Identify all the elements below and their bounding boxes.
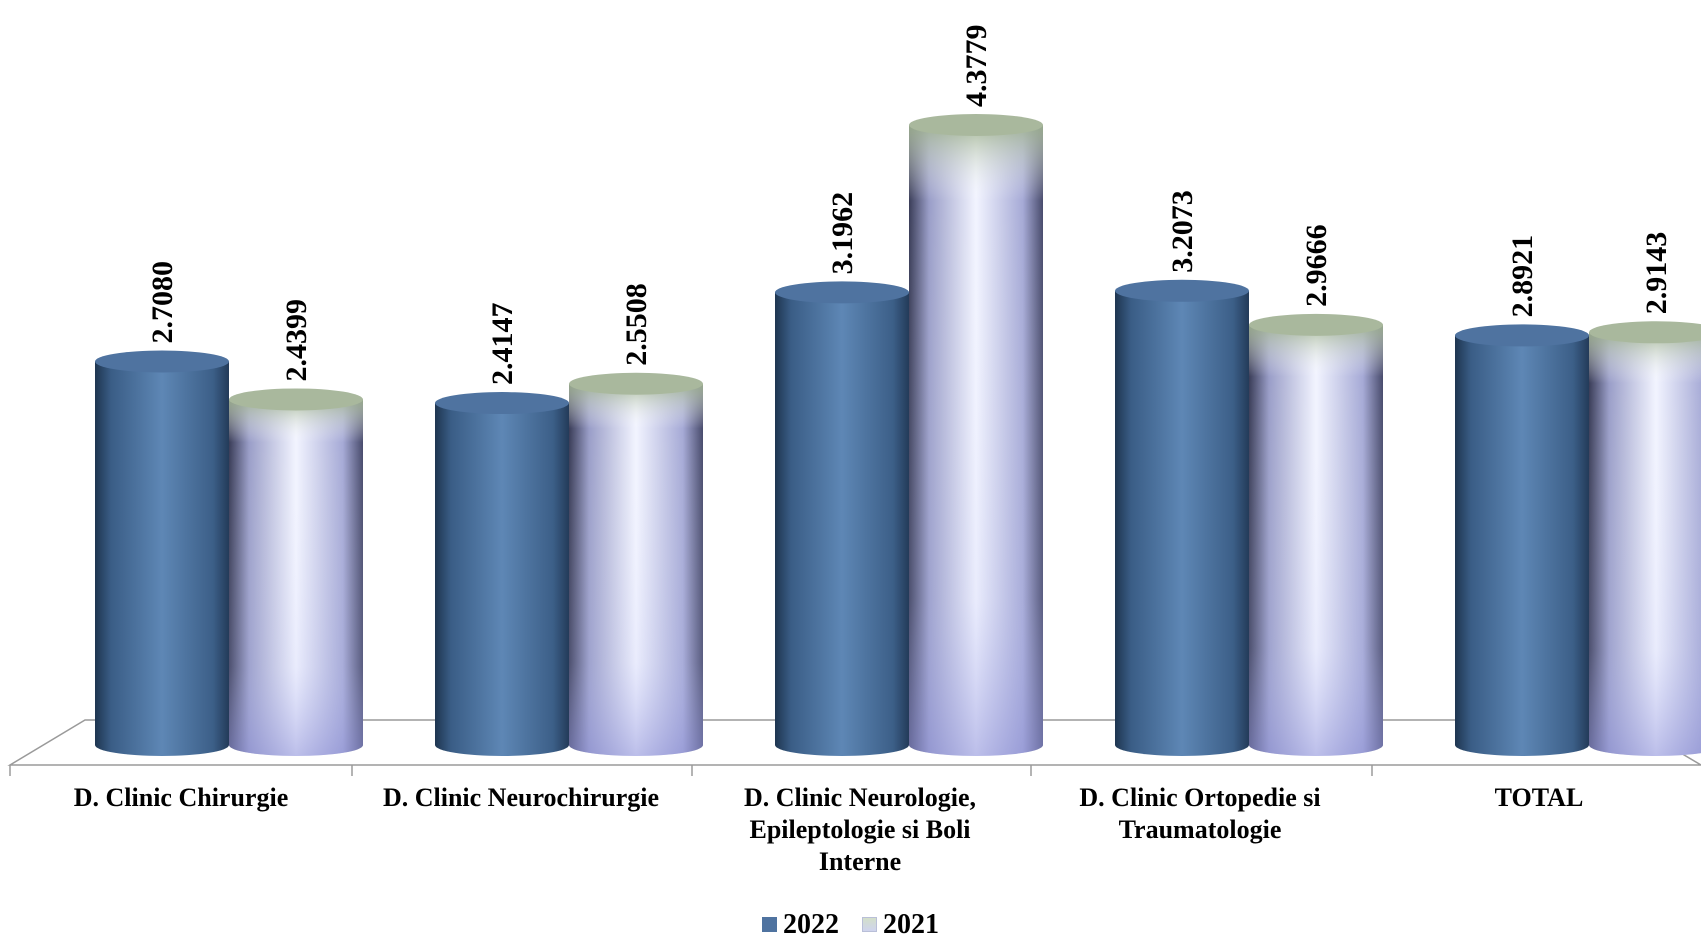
bar-2022-0 xyxy=(95,350,229,756)
bar-2022-2 xyxy=(775,281,909,756)
bar-top xyxy=(775,281,909,304)
bar-2022-1 xyxy=(435,392,569,756)
category-label-neurologie: D. Clinic Neurologie, Epileptologie si B… xyxy=(743,783,977,876)
legend-item-2021: 2021 xyxy=(862,910,939,940)
bar-shade xyxy=(569,383,703,756)
bar-2021-4 xyxy=(1589,321,1701,756)
bar-top xyxy=(229,388,363,411)
bar-top xyxy=(1455,324,1589,347)
bar-2021-3 xyxy=(1249,313,1383,756)
bar-shade xyxy=(1589,332,1701,756)
legend: 2022 2021 xyxy=(0,910,1701,940)
data-labels: 2.7080 2.4399 2.4147 2.5508 3.1962 4.3779 3.20… xyxy=(146,25,1673,386)
bar-shade xyxy=(1249,324,1383,756)
legend-swatch-2022 xyxy=(762,917,777,933)
bar-2022-3 xyxy=(1115,279,1249,756)
x-axis-ticks xyxy=(9,765,1373,776)
bar-body xyxy=(1455,335,1589,756)
bar-top xyxy=(435,392,569,415)
bar-shade xyxy=(229,399,363,756)
category-label-total: TOTAL xyxy=(1494,783,1584,812)
data-label-2021-4: 2.9143 xyxy=(1640,232,1673,315)
legend-label-2022: 2022 xyxy=(783,909,839,940)
data-label-2022-3: 3.2073 xyxy=(1166,190,1199,273)
data-label-2022-4: 2.8921 xyxy=(1506,235,1539,318)
legend-label-2021: 2021 xyxy=(883,909,939,940)
data-label-2021-2: 4.3779 xyxy=(960,25,993,108)
bar-2022-4 xyxy=(1455,324,1589,756)
bar-body xyxy=(1115,290,1249,756)
bar-shade xyxy=(909,125,1043,756)
legend-swatch-2021 xyxy=(862,917,877,933)
bar-top xyxy=(569,372,703,395)
category-label-chirurgie: D. Clinic Chirurgie xyxy=(73,783,289,812)
bar-top xyxy=(95,350,229,373)
bar-2021-2 xyxy=(909,114,1043,756)
bar-body xyxy=(775,292,909,756)
category-label-ortopedie: D. Clinic Ortopedie si Traumatologie xyxy=(1079,783,1321,844)
category-label-neurochirurgie: D. Clinic Neurochirurgie xyxy=(382,783,660,812)
bars xyxy=(95,114,1701,756)
bar-top xyxy=(909,114,1043,136)
bar-top xyxy=(1115,279,1249,302)
bar-top xyxy=(1589,321,1701,344)
data-label-2021-0: 2.4399 xyxy=(280,299,313,382)
legend-item-2022: 2022 xyxy=(762,910,839,940)
bar-top xyxy=(1249,313,1383,336)
data-label-2022-0: 2.7080 xyxy=(146,261,179,344)
data-label-2022-2: 3.1962 xyxy=(826,192,859,275)
bar-body xyxy=(95,361,229,756)
data-label-2022-1: 2.4147 xyxy=(486,303,519,386)
bar-body xyxy=(435,403,569,756)
data-label-2021-1: 2.5508 xyxy=(620,283,653,366)
bar-2021-1 xyxy=(569,372,703,756)
bar-2021-0 xyxy=(229,388,363,756)
data-label-2021-3: 2.9666 xyxy=(1300,224,1333,307)
